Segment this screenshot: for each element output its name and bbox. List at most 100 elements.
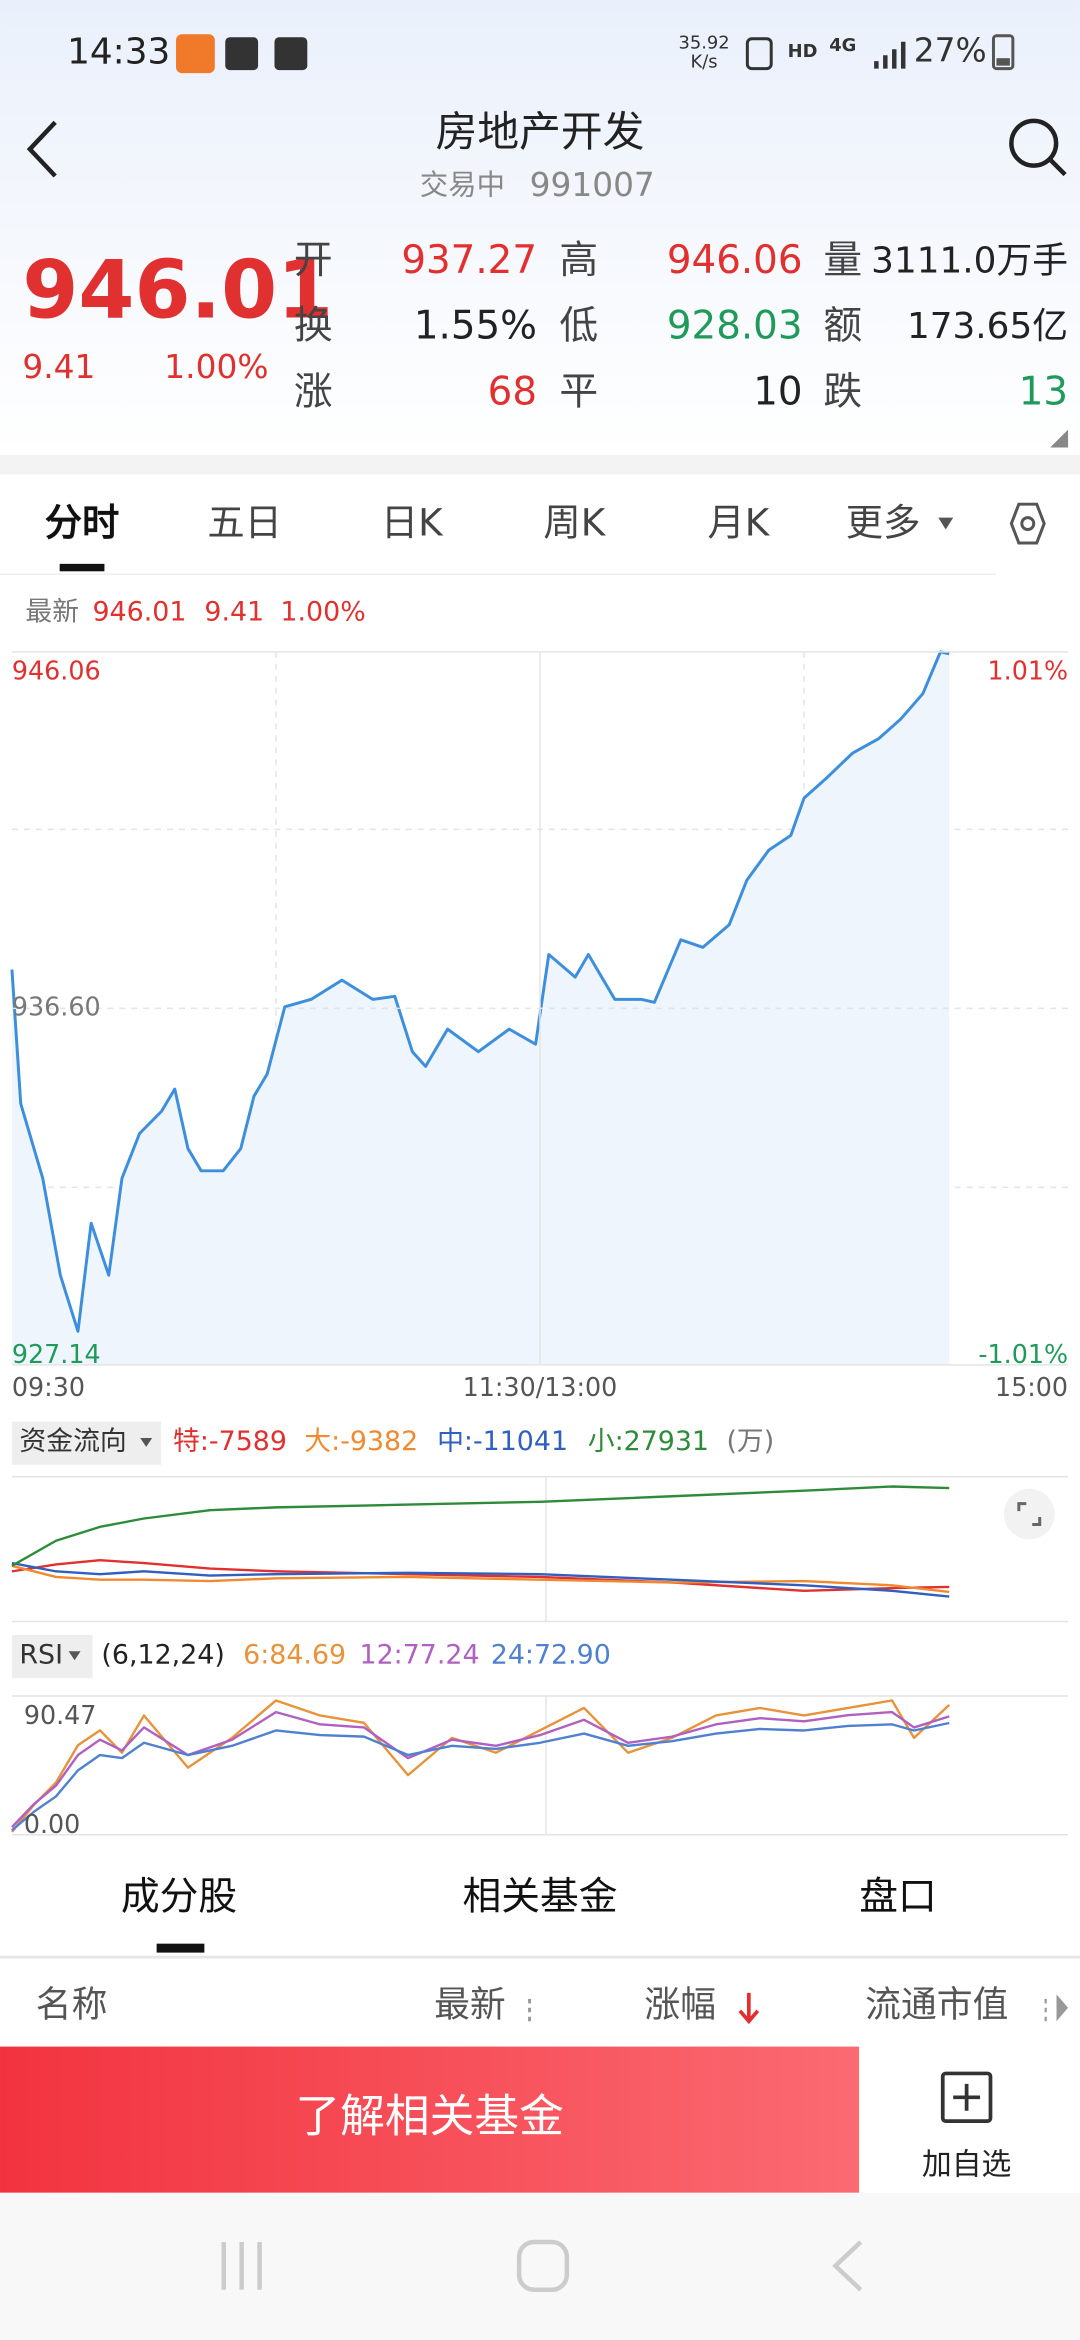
flow-legend: 中:-11041 bbox=[437, 1426, 568, 1457]
field-value: 13 bbox=[1019, 369, 1068, 414]
column-header: 名称 bbox=[36, 1984, 108, 2025]
x-tick-label: 09:30 bbox=[12, 1372, 85, 1402]
field-value: 3111.0万手 bbox=[871, 241, 1068, 282]
more-caret bbox=[938, 517, 954, 530]
fullscreen-icon bbox=[1017, 1502, 1042, 1526]
flow-caret bbox=[140, 1437, 153, 1447]
index-code: 991007 bbox=[530, 166, 655, 204]
period-tab[interactable]: 月K bbox=[708, 501, 771, 545]
last-price: 946.01 bbox=[22, 242, 333, 336]
back-button[interactable] bbox=[26, 120, 57, 178]
rsi-legend: 6:84.69 bbox=[243, 1639, 346, 1670]
rsi-legend: 24:72.90 bbox=[491, 1639, 611, 1670]
period-tab[interactable]: 分时 bbox=[45, 501, 120, 545]
latest-label: 最新 bbox=[25, 597, 79, 628]
hd-label: HD bbox=[788, 41, 818, 62]
page-title: 房地产开发 bbox=[436, 107, 645, 156]
latest-price: 946.01 bbox=[92, 597, 186, 628]
section-gap bbox=[0, 454, 1080, 475]
check-icon bbox=[274, 37, 308, 71]
period-tab[interactable]: 周K bbox=[543, 501, 606, 545]
notif-icon bbox=[176, 34, 215, 74]
field-label: 低 bbox=[559, 304, 598, 349]
flow-unit: (万) bbox=[726, 1426, 774, 1457]
trade-status: 交易中 bbox=[420, 168, 505, 201]
y-tick-label: 90.47 bbox=[24, 1700, 97, 1730]
net-speed-unit: K/s bbox=[691, 52, 718, 73]
search-circle bbox=[1009, 118, 1059, 168]
y-tick-label: 0.00 bbox=[24, 1809, 80, 1839]
quote-fields: 开 937.27 换 1.55% 涨 68 高 946.06 低 928.03 平 10 量 3111.0… bbox=[294, 238, 1068, 414]
x-tick-label: 15:00 bbox=[995, 1372, 1068, 1402]
data-line bbox=[10, 650, 950, 1333]
y2-tick-label: -1.01% bbox=[978, 1339, 1068, 1369]
price-change: 9.41 bbox=[22, 348, 95, 386]
field-label: 平 bbox=[559, 369, 598, 414]
price-chart: 946.06 936.60 927.14 1.01% -1.01% 09:30 11:30/… bbox=[10, 650, 1069, 1402]
period-tab[interactable]: 更多 bbox=[846, 501, 921, 545]
fund-button-label: 了解相关基金 bbox=[295, 2090, 563, 2143]
flow-legend: 大:-9382 bbox=[304, 1426, 418, 1457]
field-label: 量 bbox=[823, 238, 862, 283]
period-tab[interactable]: 日K bbox=[381, 501, 444, 545]
rsi-caret bbox=[68, 1651, 81, 1661]
field-value: 1.55% bbox=[414, 304, 537, 349]
search-handle bbox=[1048, 158, 1067, 177]
search-button[interactable] bbox=[1009, 118, 1067, 177]
flow-chart: 特:-7589 大:-9382 中:-11041 小:27931 bbox=[11, 1426, 950, 1598]
field-value: 173.65亿 bbox=[907, 306, 1068, 347]
y2-tick-label: 1.01% bbox=[988, 656, 1069, 686]
data-line bbox=[11, 1699, 951, 1833]
fullscreen-button[interactable] bbox=[1003, 1488, 1055, 1540]
flow-title: 资金流向 bbox=[19, 1426, 126, 1457]
flow-legend: 特:-7589 bbox=[173, 1426, 287, 1457]
watch-plus bbox=[953, 2083, 981, 2111]
nav-back[interactable] bbox=[832, 2240, 863, 2292]
data-line bbox=[11, 1561, 950, 1598]
bottom-tab[interactable]: 盘口 bbox=[859, 1874, 937, 1919]
settings-dot bbox=[1020, 516, 1036, 532]
fund-button[interactable] bbox=[0, 2046, 860, 2193]
battery-level bbox=[996, 58, 1010, 66]
flow-legend: 小:27931 bbox=[588, 1426, 709, 1457]
period-tabs: 分时 五日 日K 周K 月K 更多 bbox=[45, 501, 921, 545]
y-tick-label: 946.06 bbox=[12, 656, 101, 686]
tab-underline bbox=[59, 563, 105, 572]
bottom-tab[interactable]: 相关基金 bbox=[462, 1874, 617, 1919]
nav-home[interactable] bbox=[516, 2239, 570, 2292]
table-header: 名称 最新 涨幅 流通市值 bbox=[36, 1984, 1009, 2025]
field-label: 高 bbox=[559, 238, 598, 283]
nav-bar bbox=[0, 2192, 1080, 2340]
field-value: 68 bbox=[488, 369, 537, 414]
bottom-tab-underline bbox=[156, 1943, 205, 1953]
header-bg bbox=[0, 0, 1080, 455]
field-label: 跌 bbox=[823, 369, 862, 414]
flow-selector[interactable] bbox=[11, 1421, 162, 1465]
nav-recent[interactable] bbox=[221, 2241, 262, 2290]
net-speed: 35.92 bbox=[678, 32, 729, 53]
field-label: 涨 bbox=[294, 369, 333, 414]
column-header: 最新 bbox=[434, 1984, 506, 2025]
column-scroll bbox=[1044, 1994, 1069, 2022]
rsi-selector[interactable] bbox=[11, 1634, 93, 1679]
data-line bbox=[11, 1564, 950, 1594]
bottom-tab[interactable]: 成分股 bbox=[121, 1874, 237, 1919]
signal-icon bbox=[874, 41, 906, 69]
field-label: 开 bbox=[294, 238, 333, 283]
network-label: 4G bbox=[829, 35, 856, 56]
field-value: 10 bbox=[753, 369, 802, 414]
period-tab[interactable]: 五日 bbox=[207, 501, 282, 545]
data-line bbox=[11, 1721, 950, 1832]
battery-pct: 27% bbox=[914, 32, 987, 70]
y-tick-label: 927.14 bbox=[12, 1339, 101, 1369]
battery-icon bbox=[991, 34, 1015, 71]
field-label: 换 bbox=[294, 304, 333, 349]
gallery-icon bbox=[225, 37, 259, 71]
field-value: 928.03 bbox=[667, 304, 803, 349]
field-value: 946.06 bbox=[667, 238, 803, 283]
rsi-title: RSI bbox=[19, 1639, 63, 1670]
latest-change-pct: 1.00% bbox=[280, 597, 365, 628]
settings-button[interactable] bbox=[1009, 502, 1046, 545]
sort-arrow bbox=[738, 1992, 760, 2025]
